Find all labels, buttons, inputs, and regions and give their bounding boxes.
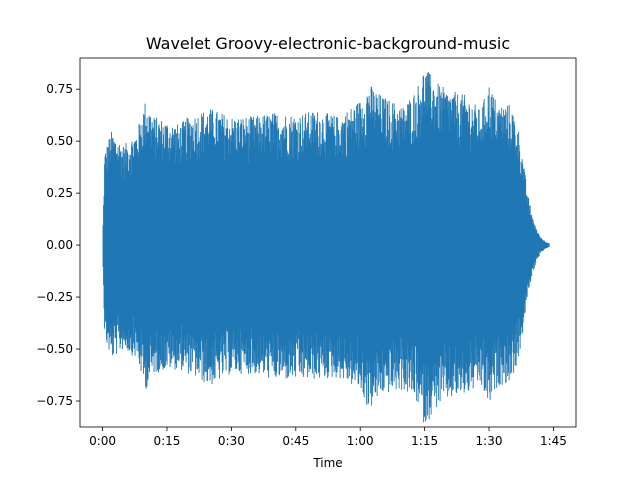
waveform-core bbox=[102, 138, 550, 353]
y-tick-label: −0.25 bbox=[36, 290, 73, 304]
y-tick-label: 0.75 bbox=[46, 82, 73, 96]
x-tick-label: 0:30 bbox=[218, 434, 245, 448]
chart-title: Wavelet Groovy-electronic-background-mus… bbox=[146, 34, 510, 53]
x-tick-label: 1:15 bbox=[411, 434, 438, 448]
y-axis: −0.75 −0.50 −0.25 0.00 0.25 0.50 0.75 bbox=[36, 82, 80, 408]
x-axis-label: Time bbox=[312, 456, 342, 470]
x-tick-label: 1:45 bbox=[540, 434, 567, 448]
x-tick-label: 1:30 bbox=[476, 434, 503, 448]
y-tick-label: 0.00 bbox=[46, 238, 73, 252]
x-tick-label: 1:00 bbox=[347, 434, 374, 448]
y-tick-label: −0.50 bbox=[36, 342, 73, 356]
x-tick-label: 0:00 bbox=[89, 434, 116, 448]
x-axis: 0:00 0:15 0:30 0:45 1:00 1:15 1:30 1:45 bbox=[89, 427, 567, 448]
plot-frame bbox=[79, 57, 577, 428]
x-tick-label: 0:45 bbox=[282, 434, 309, 448]
y-tick-label: 0.50 bbox=[46, 134, 73, 148]
x-tick-label: 0:15 bbox=[153, 434, 180, 448]
y-tick-label: −0.75 bbox=[36, 394, 73, 408]
plot-area bbox=[102, 72, 550, 423]
y-tick-label: 0.25 bbox=[46, 186, 73, 200]
